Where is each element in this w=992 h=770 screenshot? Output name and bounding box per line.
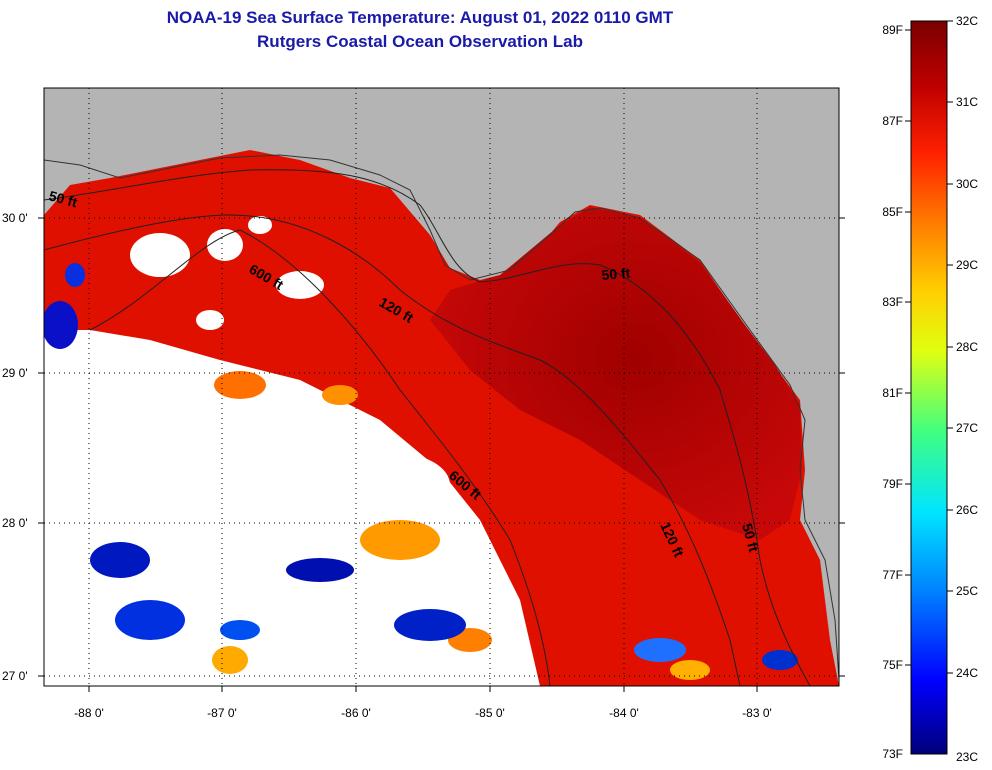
colorbar-c-label: 28C [956, 340, 978, 354]
colorbar-f-label: 75F [882, 658, 903, 672]
colorbar-c-label: 31C [956, 95, 978, 109]
lon-label-85: -85 0' [475, 706, 505, 720]
colorbar-f-label: 87F [882, 114, 903, 128]
cloud-gaps [60, 216, 450, 532]
lon-label-84: -84 0' [609, 706, 639, 720]
colorbar-c-label: 32C [956, 14, 978, 28]
axis-ticks [38, 217, 845, 692]
lat-label-28: 28 0' [2, 516, 28, 530]
colorbar-f-label: 81F [882, 386, 903, 400]
coastline [44, 154, 839, 681]
depth-contours [44, 169, 811, 686]
lat-label-27: 27 0' [2, 669, 28, 683]
colorbar-c-label: 30C [956, 177, 978, 191]
colorbar-f-label: 85F [882, 205, 903, 219]
sst-water-dark-red [430, 207, 802, 540]
colorbar-c-label: 25C [956, 584, 978, 598]
map-subtitle: Rutgers Coastal Ocean Observation Lab [257, 32, 583, 51]
colorbar-f-label: 77F [882, 568, 903, 582]
colorbar-c-label: 23C [956, 750, 978, 764]
colorbar-f-label: 73F [882, 747, 903, 761]
colorbar-c-label: 26C [956, 503, 978, 517]
map-title: NOAA-19 Sea Surface Temperature: August … [166, 8, 674, 27]
colorbar-f-label: 83F [882, 295, 903, 309]
latitude-labels: 30 0' 29 0' 28 0' 27 0' [2, 211, 28, 683]
colorbar-f-label: 89F [882, 23, 903, 37]
colorbar-c-label: 29C [956, 258, 978, 272]
colorbar-c-label: 27C [956, 421, 978, 435]
lon-label-88: -88 0' [74, 706, 104, 720]
lon-label-86: -86 0' [341, 706, 371, 720]
lat-label-30: 30 0' [2, 211, 28, 225]
sst-cold-patches [44, 263, 798, 670]
contour-label-50ft-west: 50 ft [47, 187, 79, 210]
colorbar-c-label: 24C [956, 666, 978, 680]
map-frame [43, 87, 840, 687]
contour-label-50ft-south: 50 ft [739, 522, 762, 554]
lat-label-29: 29 0' [2, 366, 28, 380]
lon-label-83: -83 0' [742, 706, 772, 720]
lon-label-87: -87 0' [207, 706, 237, 720]
longitude-labels: -88 0' -87 0' -86 0' -85 0' -84 0' -83 0… [74, 706, 772, 720]
colorbar: 89F 87F 85F 83F 81F 79F 77F 75F 73F 32C … [882, 14, 978, 764]
colorbar-f-label: 79F [882, 477, 903, 491]
map-panel: 50 ft 600 ft 120 ft 50 ft 600 ft 120 ft … [44, 88, 839, 686]
colorbar-gradient [910, 20, 948, 755]
contour-label-50ft-north: 50 ft [601, 265, 631, 283]
